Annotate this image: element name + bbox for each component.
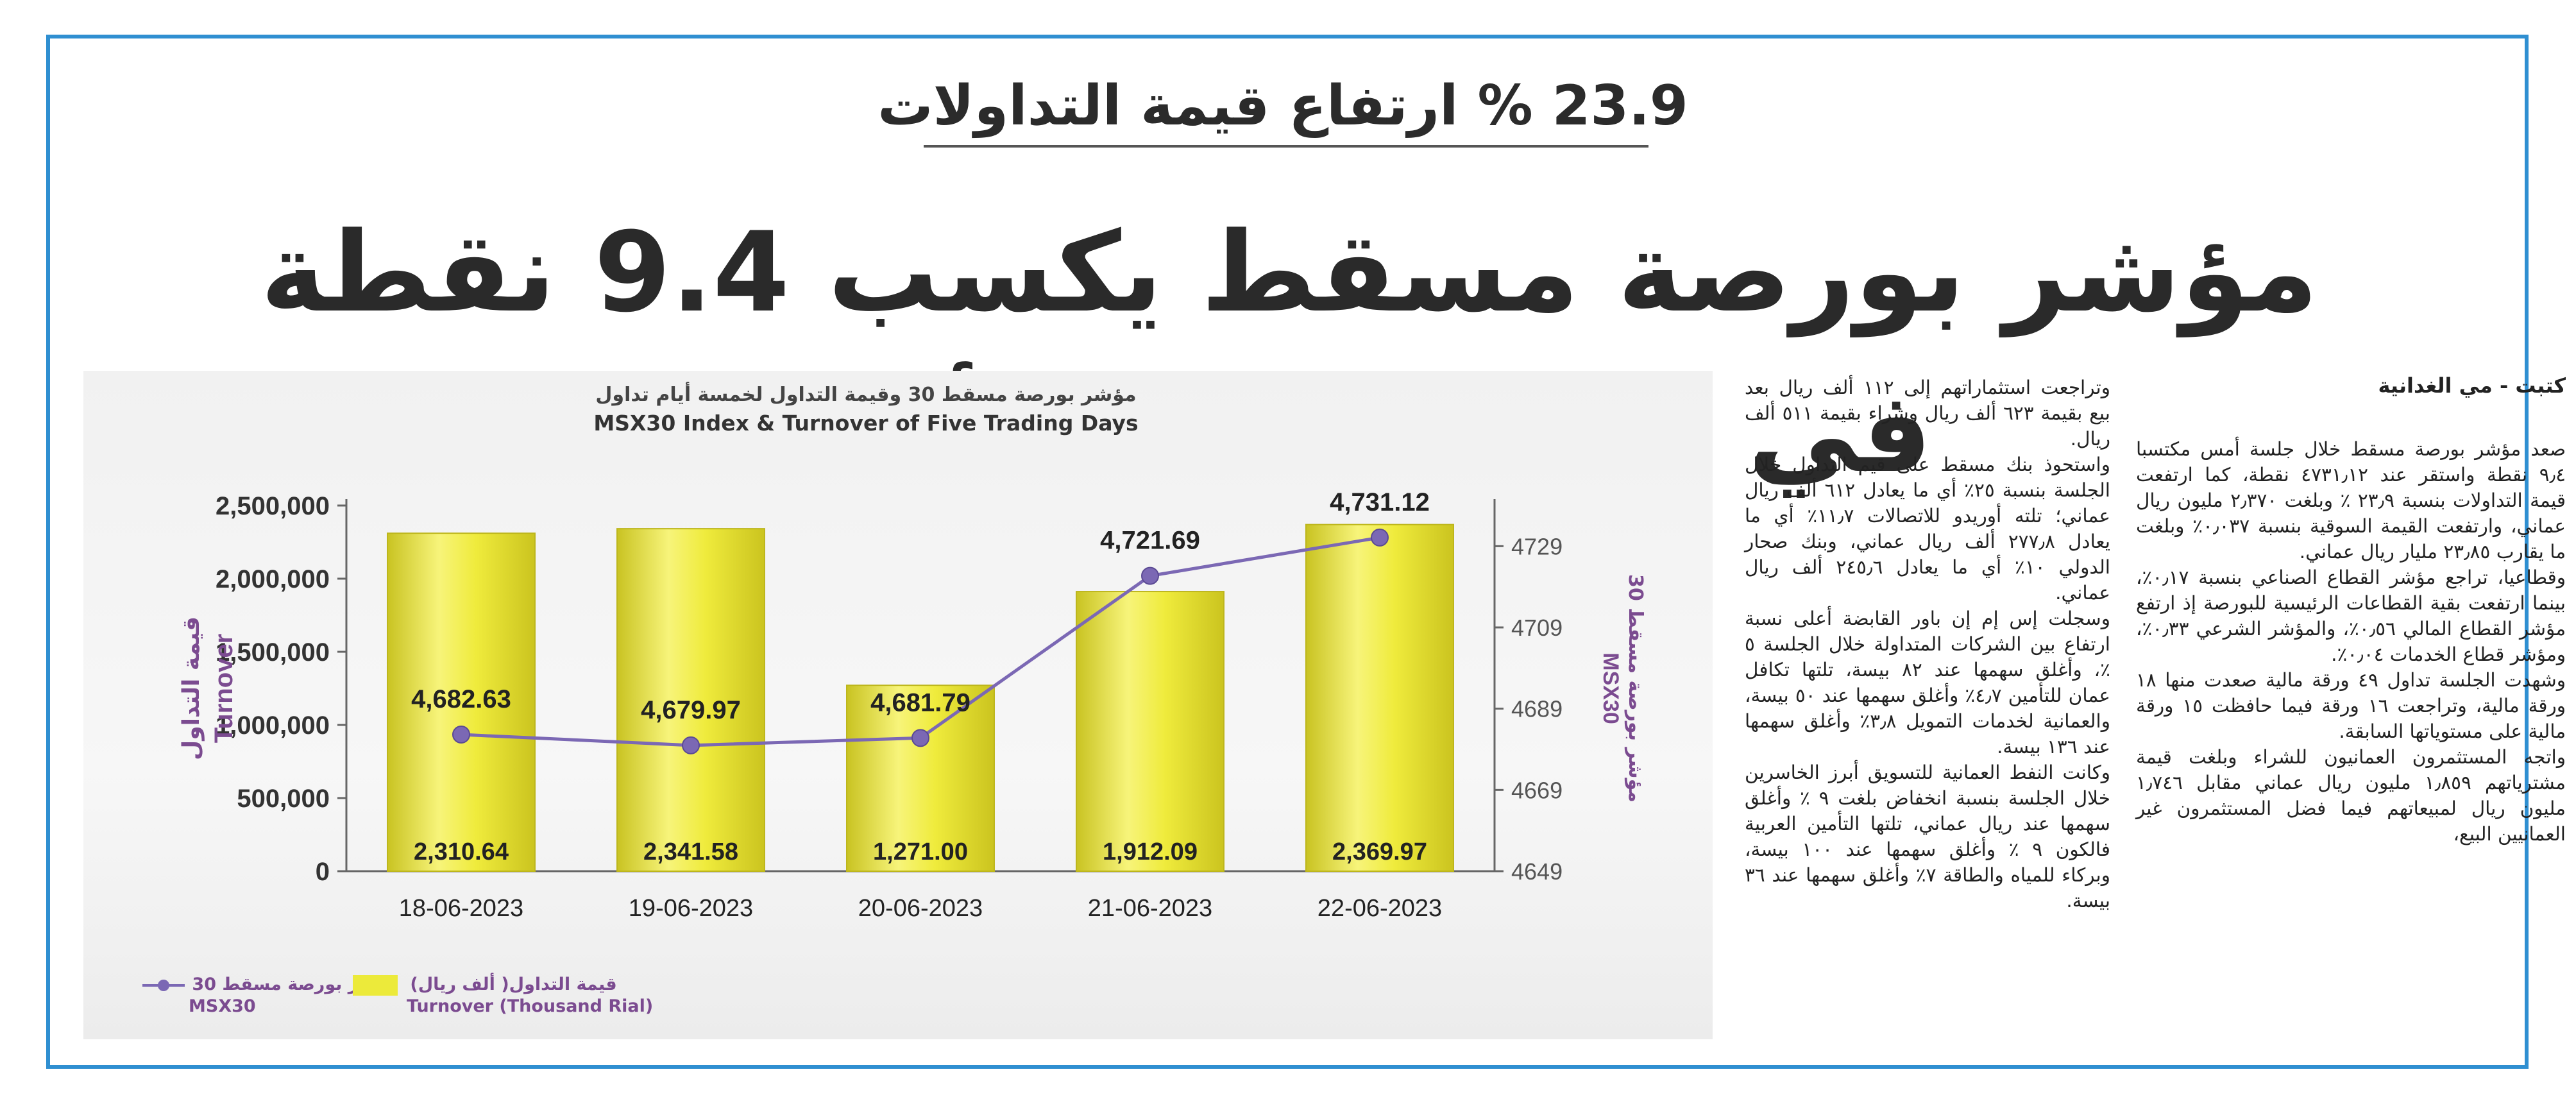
article-subtitle: 23.9 % ارتفاع قيمة التداولات <box>877 74 1688 138</box>
paragraph: واستحوذ بنك مسقط على قيم التداول خلال ال… <box>1745 454 2111 604</box>
y-left-tick-label: 0 <box>316 858 330 886</box>
msx30-point <box>452 726 470 744</box>
text-column-right: صعد مؤشر بورصة مسقط خلال جلسة أمس مكتسبا… <box>2136 436 2566 847</box>
msx30-point <box>1371 528 1389 547</box>
paragraph: وشهدت الجلسة تداول ٤٩ ورقة مالية صعدت من… <box>2136 669 2566 742</box>
y-right-tick-label: 4649 <box>1511 858 1563 885</box>
legend-msx30-en: MSX30 <box>189 996 256 1016</box>
msx30-point-label: 4,681.79 <box>870 688 970 717</box>
x-tick-label: 19-06-2023 <box>629 895 753 922</box>
x-tick-label: 21-06-2023 <box>1088 895 1212 922</box>
msx30-point <box>682 736 700 754</box>
chart-title: مؤشر بورصة مسقط 30 وقيمة التداول لخمسة أ… <box>595 384 1137 406</box>
paragraph: وكانت النفط العمانية للتسويق أبرز الخاسر… <box>1745 761 2110 912</box>
turnover-bar-label: 2,341.58 <box>643 838 738 865</box>
text-column-left: وتراجعت استثماراتهم إلى ١١٢ ألف ريال بعد… <box>1745 375 2110 914</box>
legend-turnover-en: Turnover (Thousand Rial) <box>407 996 654 1016</box>
chart-svg: 2,500,000 2,000,000 1,500,000 1,000,000 500,… <box>178 488 1647 922</box>
legend-bar-swatch <box>353 974 398 996</box>
y-right-axis-title-ar: مؤشر بورصة مسقط 30 <box>1624 574 1647 803</box>
article-headline: مؤشر بورصة مسقط يكسب 9.4 نقطة في جلسة نه… <box>260 208 2319 497</box>
msx30-point <box>911 729 929 747</box>
turnover-bar <box>846 685 995 872</box>
y-left-axis-title-en: Turnover <box>210 634 238 743</box>
turnover-bar <box>1076 591 1224 872</box>
y-left-tick-label: 2,500,000 <box>216 492 330 520</box>
x-tick-label: 20-06-2023 <box>858 895 983 922</box>
y-right-tick-label: 4669 <box>1511 777 1563 803</box>
y-right-tick-label: 4689 <box>1511 696 1563 722</box>
turnover-bar <box>616 528 765 872</box>
y-left-tick-label: 2,000,000 <box>216 565 330 593</box>
x-tick-label: 22-06-2023 <box>1318 895 1442 922</box>
y-left-tick-label: 1,000,000 <box>216 711 330 740</box>
msx30-point-label: 4,721.69 <box>1100 527 1200 555</box>
y-right-tick-label: 4709 <box>1511 615 1563 641</box>
paragraph: وتراجعت استثماراتهم إلى ١١٢ ألف ريال بعد… <box>1745 377 2111 450</box>
paragraph: وقطاعيا، تراجع مؤشر القطاع الصناعي بنسبة… <box>2136 566 2566 665</box>
y-right-axis-title-en: MSX30 <box>1598 652 1623 724</box>
byline: كتبت - مي الغدانية <box>2378 373 2566 398</box>
y-left-axis-title-ar: قيمة التداول <box>178 617 205 760</box>
turnover-bar-label: 2,310.64 <box>414 838 509 865</box>
paragraph: واتجه المستثمرون العمانيون للشراء وبلغت … <box>2136 746 2566 845</box>
article-frame <box>46 35 2529 1069</box>
turnover-bar <box>387 532 536 872</box>
msx30-point-label: 4,731.12 <box>1330 488 1430 516</box>
turnover-bar-label: 1,912.09 <box>1103 838 1198 865</box>
msx30-point-label: 4,682.63 <box>411 685 511 713</box>
msx30-point <box>1141 566 1159 585</box>
turnover-bar-label: 2,369.97 <box>1332 838 1427 865</box>
msx30-point-label: 4,679.97 <box>641 696 741 724</box>
x-tick-label: 18-06-2023 <box>399 895 523 922</box>
turnover-bar-label: 1,271.00 <box>873 838 968 865</box>
chart-subtitle: MSX30 Index & Turnover of Five Trading D… <box>593 411 1139 436</box>
y-right-tick-label: 4729 <box>1511 533 1563 559</box>
legend-turnover: قيمة التداول( ألف ريال) Turnover (Thousa… <box>353 974 653 1017</box>
legend-line-marker <box>142 979 185 991</box>
turnover-bar <box>1305 523 1454 872</box>
y-left-tick-label: 1,500,000 <box>216 638 330 667</box>
chart-panel: مؤشر بورصة مسقط 30 وقيمة التداول لخمسة أ… <box>83 371 1713 1039</box>
legend-turnover-ar: قيمة التداول( ألف ريال) <box>410 974 617 994</box>
paragraph: صعد مؤشر بورصة مسقط خلال جلسة أمس مكتسبا… <box>2136 438 2566 563</box>
subtitle-underline <box>924 145 1648 148</box>
y-left-tick-label: 500,000 <box>237 785 330 813</box>
paragraph: وسجلت إس إم إن باور القابضة أعلى نسبة ار… <box>1745 608 2110 758</box>
